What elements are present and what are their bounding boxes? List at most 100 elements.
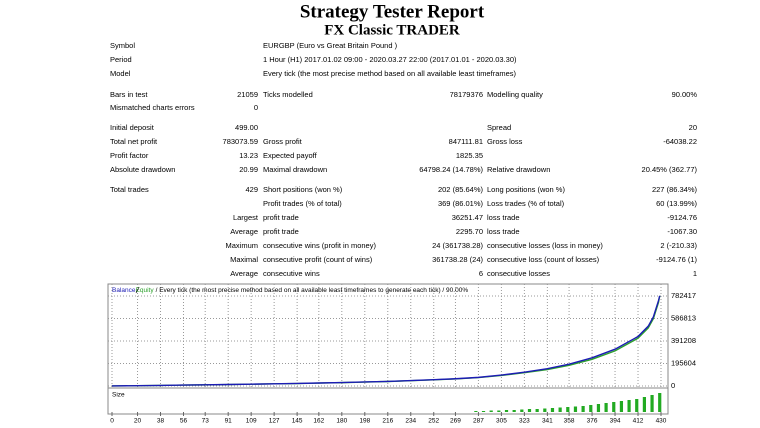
stat-value: 64798.24 (14.78%)	[419, 165, 483, 174]
stat-value: 2295.70	[456, 227, 483, 236]
x-tick-label: 394	[610, 418, 621, 425]
stat-label: profit trade	[263, 213, 299, 222]
x-tick-label: 127	[269, 418, 280, 425]
stat-value: 13.23	[239, 151, 258, 160]
x-tick-label: 73	[202, 418, 210, 425]
stat-value: 1	[693, 269, 697, 278]
x-tick-label: 323	[519, 418, 530, 425]
x-tick-label: 234	[405, 418, 416, 425]
stat-value: Average	[230, 269, 258, 278]
size-bar	[573, 406, 578, 412]
stat-value: 90.00%	[672, 90, 698, 99]
stat-label: Ticks modelled	[263, 90, 313, 99]
stat-value: 2 (-210.33)	[660, 241, 697, 250]
stat-value: 60 (13.99%)	[656, 199, 697, 208]
stat-value: Largest	[233, 213, 259, 222]
x-tick-label: 358	[564, 418, 575, 425]
y-tick-label: 586813	[671, 313, 696, 322]
size-bar	[512, 410, 516, 412]
stat-label: Gross profit	[263, 137, 303, 146]
size-bar	[489, 410, 493, 412]
info-value: Every tick (the most precise method base…	[263, 69, 517, 78]
size-bar	[497, 410, 501, 412]
stat-label: Profit factor	[110, 151, 149, 160]
stat-label: loss trade	[487, 227, 520, 236]
size-bar	[520, 409, 524, 412]
stat-label: Loss trades (% of total)	[487, 199, 565, 208]
x-tick-label: 252	[428, 418, 439, 425]
stat-value: 6	[479, 269, 483, 278]
stat-value: Maximum	[225, 241, 258, 250]
stat-value: -9124.76 (1)	[656, 255, 697, 264]
stat-value: -9124.76	[667, 213, 697, 222]
stat-value: 21059	[237, 90, 258, 99]
stat-label: Relative drawdown	[487, 165, 550, 174]
size-bar	[527, 409, 532, 412]
stat-value: 24 (361738.28)	[432, 241, 483, 250]
report-title: Strategy Tester Report	[300, 1, 485, 22]
legend-entry: Equity	[136, 287, 155, 294]
size-bar	[612, 402, 616, 412]
stat-value: 20.99	[239, 165, 258, 174]
size-bar	[589, 405, 593, 412]
stat-label: loss trade	[487, 213, 520, 222]
stat-label: consecutive wins	[263, 269, 320, 278]
info-value: EURGBP (Euro vs Great Britain Pound )	[263, 41, 398, 50]
size-bar	[543, 408, 547, 412]
info-label: Symbol	[110, 41, 135, 50]
stat-value: 1825.35	[456, 151, 483, 160]
chart: 0 20 38 56 73 91 109 127 145 162 180 198 216 234 252 26…	[107, 283, 669, 425]
size-bar	[550, 408, 555, 412]
stat-label: Total net profit	[110, 137, 158, 146]
stat-label: Bars in test	[110, 90, 148, 99]
x-tick-label: 430	[656, 418, 667, 425]
stat-value: 369 (86.01%)	[438, 199, 484, 208]
size-bar	[566, 407, 570, 412]
size-bar	[650, 395, 654, 412]
size-bar	[581, 406, 585, 412]
stat-label: Initial deposit	[110, 123, 155, 132]
x-tick-label: 145	[292, 418, 303, 425]
stat-label: consecutive loss (count of losses)	[487, 255, 600, 264]
stat-value: 429	[245, 185, 258, 194]
size-bar	[604, 403, 608, 412]
size-bar	[474, 411, 478, 412]
size-title: Size	[112, 392, 125, 399]
size-bar	[596, 404, 601, 412]
x-tick-label: 287	[473, 418, 484, 425]
stat-value: 361738.28 (24)	[432, 255, 483, 264]
legend: BalanceEquity / Every tick (the most prec…	[112, 287, 468, 294]
stat-label: Short positions (won %)	[263, 185, 343, 194]
stat-label: consecutive wins (profit in money)	[263, 241, 376, 250]
stat-value: Average	[230, 227, 258, 236]
stat-value: 847111.81	[449, 137, 483, 146]
y-tick-label: 0	[671, 381, 675, 390]
x-tick-label: 341	[542, 418, 553, 425]
stat-label: Mismatched charts errors	[110, 103, 195, 112]
x-tick-label: 305	[496, 418, 507, 425]
size-bar	[558, 407, 562, 412]
stat-value: Maximal	[230, 255, 258, 264]
y-tick-label: 782417	[671, 291, 696, 300]
stat-value: 0	[254, 103, 258, 112]
x-tick-label: 20	[134, 418, 142, 425]
info-label: Model	[110, 69, 131, 78]
stat-label: Expected payoff	[263, 151, 318, 160]
legend-slash	[135, 286, 140, 294]
series-line	[111, 295, 661, 387]
stat-label: Modelling quality	[487, 90, 543, 99]
stat-label: consecutive profit (count of wins)	[263, 255, 373, 264]
stat-label: Maximal drawdown	[263, 165, 327, 174]
stat-label: consecutive losses (loss in money)	[487, 241, 603, 250]
size-bar	[535, 409, 539, 412]
stat-label: Gross loss	[487, 137, 523, 146]
legend-entry: Balance	[112, 287, 136, 294]
size-bar	[658, 393, 662, 412]
y-tick-label: 195604	[671, 358, 696, 367]
stat-label: Long positions (won %)	[487, 185, 565, 194]
x-tick-label: 56	[180, 418, 188, 425]
x-tick-label: 269	[450, 418, 461, 425]
size-bar	[619, 401, 624, 412]
x-tick-label: 162	[313, 418, 324, 425]
stat-value: -64038.22	[663, 137, 697, 146]
